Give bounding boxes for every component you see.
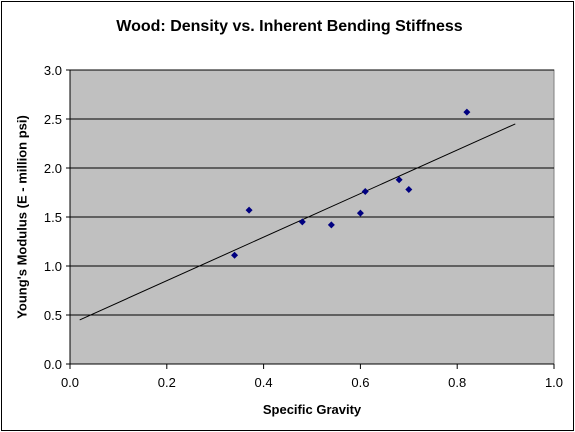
y-tick-label: 2.0 [44,161,62,176]
y-tick-label: 2.5 [44,112,62,127]
data-point [298,218,306,226]
x-tick-label: 0.2 [158,375,176,390]
trendline [79,123,516,321]
x-tick-label: 0.0 [61,375,79,390]
chart-title: Wood: Density vs. Inherent Bending Stiff… [116,18,463,35]
data-point [327,221,335,229]
y-tick-label: 3.0 [44,63,62,78]
data-point [395,176,403,184]
data-point [361,188,369,196]
y-axis-label: Young's Modulus (E - million psi) [14,115,30,319]
y-tick-label: 0.5 [44,308,62,323]
x-tick-label: 0.8 [448,375,466,390]
data-point [245,206,253,214]
x-tick-label: 0.6 [351,375,369,390]
x-tick-label: 1.0 [545,375,563,390]
data-point [463,108,471,116]
data-point [356,209,364,217]
data-point [231,251,239,259]
y-tick-label: 1.0 [44,259,62,274]
x-tick-label: 0.4 [255,375,273,390]
y-tick-label: 0.0 [44,357,62,372]
data-point [405,186,413,194]
x-axis-label: Specific Gravity [262,402,362,417]
y-tick-label: 1.5 [44,210,62,225]
